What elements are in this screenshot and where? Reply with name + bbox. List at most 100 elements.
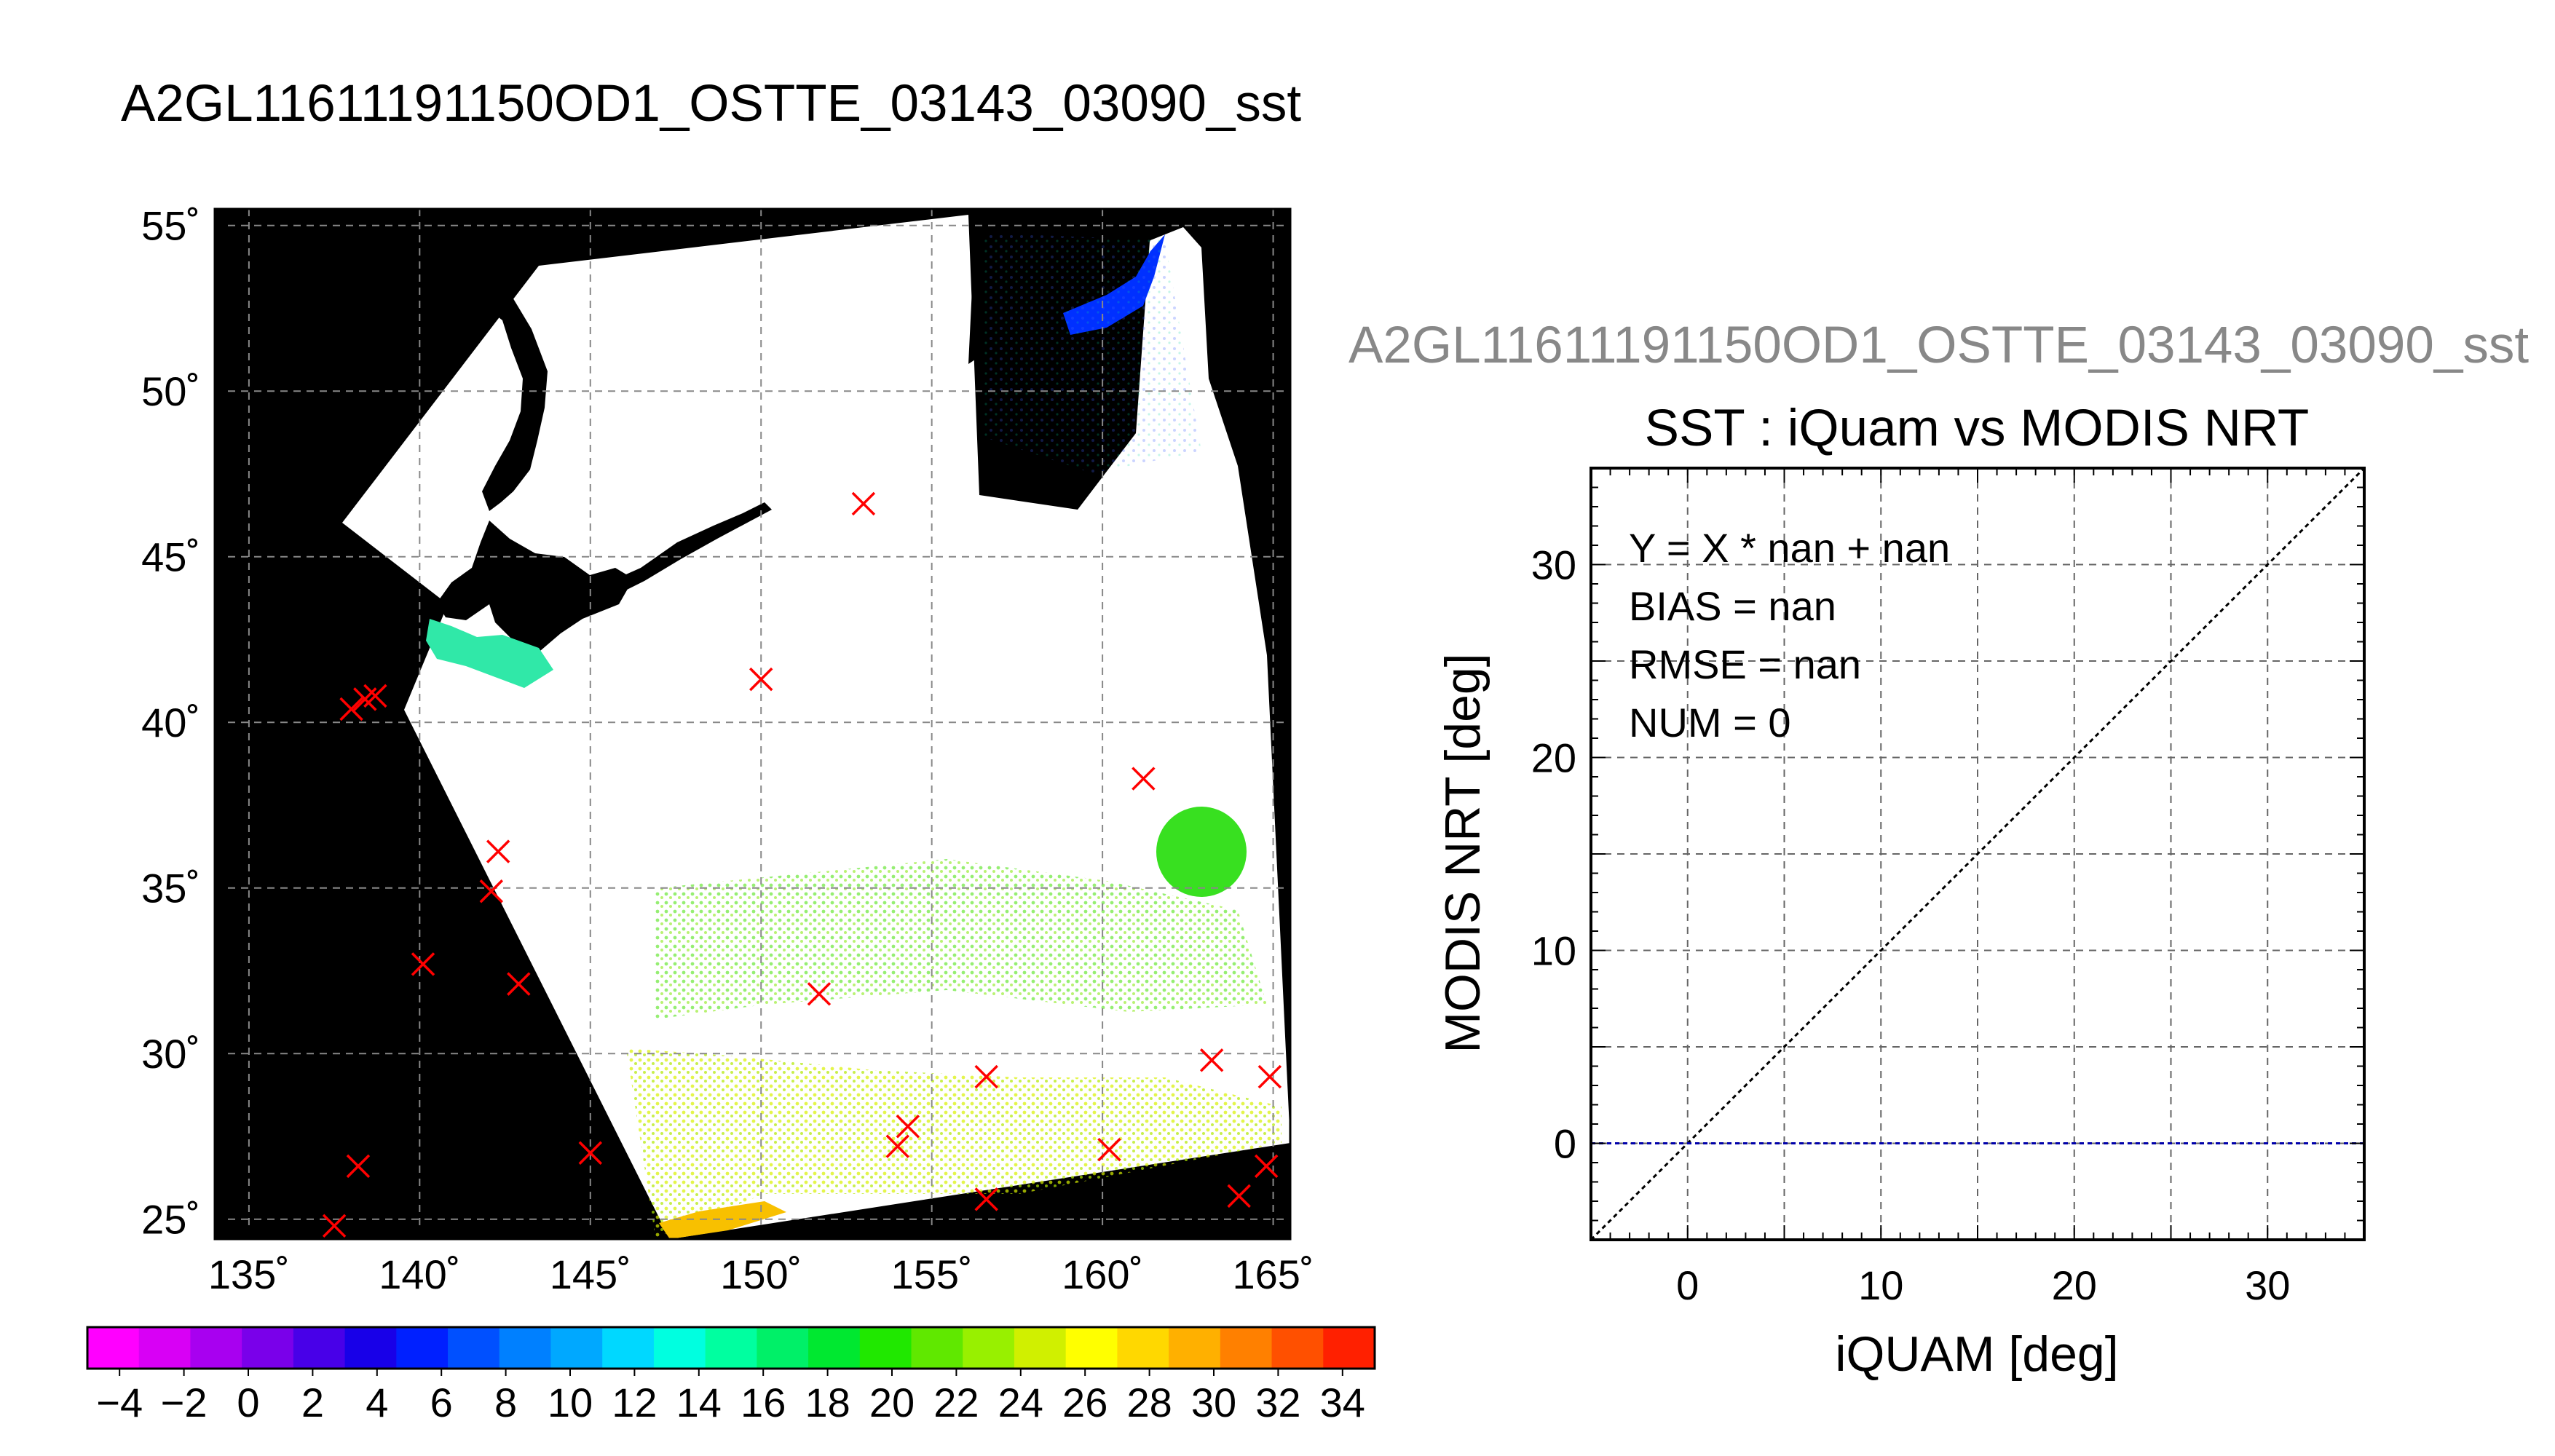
y-tick-label: 30: [1531, 542, 1576, 588]
map-lat-tick-label: 50˚: [141, 368, 200, 414]
iquam-marker: [363, 684, 387, 708]
colorbar-label: 14: [676, 1380, 722, 1425]
colorbar-segment: [705, 1327, 757, 1369]
map-lon-tick-label: 160˚: [1062, 1251, 1143, 1297]
iquam-marker: [851, 491, 876, 516]
map-lat-tick-label: 35˚: [141, 866, 200, 911]
map-panel: [215, 209, 1290, 1239]
colorbar-label: 34: [1320, 1380, 1365, 1425]
colorbar-label: 2: [301, 1380, 324, 1425]
iquam-marker: [507, 972, 531, 996]
map-lon-tick-label: 155˚: [891, 1251, 973, 1297]
sst-patch-tsugaru-teal: [426, 619, 553, 688]
colorbar-label: 20: [869, 1380, 915, 1425]
one-to-one-line: [1590, 467, 2366, 1241]
colorbar-label: 32: [1255, 1380, 1300, 1425]
x-tick-label: 10: [1858, 1262, 1903, 1308]
colorbar-segment: [448, 1327, 500, 1369]
colorbar-label: −4: [96, 1380, 143, 1425]
iquam-marker: [479, 879, 504, 903]
colorbar: −4 −2 0 2 4 6 8 10 12 14 16 18 20 22 24 26 28 30 32 34: [86, 1326, 1376, 1425]
x-tick-label: 0: [1676, 1262, 1699, 1308]
iquam-marker: [346, 1154, 371, 1179]
colorbar-label: −2: [161, 1380, 208, 1425]
colorbar-segment: [1323, 1327, 1375, 1369]
iquam-marker: [974, 1187, 998, 1211]
colorbar-segment: [190, 1327, 242, 1369]
colorbar-frame: [86, 1326, 1376, 1370]
iquam-marker: [578, 1141, 603, 1165]
iquam-marker: [896, 1115, 920, 1139]
y-axis-label: MODIS NRT [deg]: [1435, 653, 1490, 1053]
iquam-marker: [1199, 1048, 1224, 1072]
colorbar-label: 26: [1062, 1380, 1107, 1425]
y-tick-label: 20: [1531, 735, 1576, 781]
colorbar-segment: [242, 1327, 294, 1369]
x-tick-label: 20: [2052, 1262, 2097, 1308]
map-lon-tick-label: 140˚: [379, 1251, 460, 1297]
map-lat-tick-label: 55˚: [141, 203, 200, 249]
iquam-marker: [885, 1134, 910, 1158]
map-lat-tick-label: 25˚: [141, 1197, 200, 1243]
iquam-marker: [339, 697, 363, 721]
iquam-marker: [411, 952, 435, 976]
colorbar-segment: [293, 1327, 346, 1369]
iquam-marker: [1132, 767, 1156, 791]
sst-patch-south-yellow: [626, 1048, 1282, 1238]
colorbar-segment: [1117, 1327, 1169, 1369]
colorbar-label: 10: [548, 1380, 593, 1425]
y-tick-label: 0: [1554, 1121, 1576, 1167]
iquam-marker: [974, 1064, 998, 1089]
colorbar-segment: [344, 1327, 397, 1369]
stat-rmse: RMSE = nan: [1629, 641, 1861, 687]
plot-axes: 0 10 20 30 0 10 20 30: [1531, 467, 2365, 1308]
sst-patch-north-cloud: [983, 233, 1201, 473]
land-sakhalin: [472, 280, 548, 511]
map-lon-tick-label: 150˚: [720, 1251, 802, 1297]
sst-patch-east-green: [1156, 807, 1247, 897]
iquam-markers: [322, 491, 1282, 1238]
colorbar-label: 6: [430, 1380, 453, 1425]
colorbar-segment: [550, 1327, 603, 1369]
plot-supertitle: A2GL11611191150OD1_OSTTE_03143_03090_sst: [1348, 317, 2529, 374]
map-lat-tick-label: 40˚: [141, 700, 200, 745]
colorbar-label: 4: [366, 1380, 388, 1425]
x-tick-label: 30: [2245, 1262, 2290, 1308]
map-lon-tick-label: 135˚: [208, 1251, 290, 1297]
iquam-marker: [486, 839, 510, 863]
colorbar-segment: [963, 1327, 1015, 1369]
stat-num: NUM = 0: [1629, 700, 1791, 745]
colorbar-label: 24: [998, 1380, 1043, 1425]
colorbar-segment: [859, 1327, 912, 1369]
map-lon-tick-label: 165˚: [1233, 1251, 1314, 1297]
land-kurils: [608, 502, 772, 596]
y-tick-label: 10: [1531, 928, 1576, 974]
map-frame: [213, 207, 1292, 1241]
plot-area: [1590, 467, 2366, 1241]
colorbar-label: 22: [933, 1380, 979, 1425]
plot-title: SST : iQuam vs MODIS NRT: [1645, 400, 2310, 457]
iquam-marker: [749, 667, 773, 692]
sst-patch-south-green: [655, 859, 1267, 1019]
stat-fit-equation: Y = X * nan + nan: [1629, 525, 1950, 571]
colorbar-segment: [1065, 1327, 1118, 1369]
colorbar-label: 0: [237, 1380, 259, 1425]
map-title: A2GL11611191150OD1_OSTTE_03143_03090_sst: [121, 75, 1301, 132]
colorbar-segment: [1220, 1327, 1273, 1369]
iquam-marker: [322, 1214, 347, 1238]
colorbar-label: 16: [741, 1380, 786, 1425]
colorbar-label: 18: [805, 1380, 850, 1425]
iquam-marker: [807, 982, 832, 1006]
colorbar-segment: [911, 1327, 963, 1369]
colorbar-segment: [808, 1327, 861, 1369]
map-lon-tick-label: 145˚: [550, 1251, 631, 1297]
sst-patch-swath-tip-orange: [659, 1201, 786, 1239]
x-axis-label: iQUAM [deg]: [1835, 1326, 2118, 1382]
map-lat-tick-label: 45˚: [141, 534, 200, 580]
colorbar-label: 28: [1126, 1380, 1172, 1425]
colorbar-segment: [653, 1327, 706, 1369]
colorbar-segment: [499, 1327, 551, 1369]
colorbar-segment: [138, 1327, 191, 1369]
map-grid: [215, 209, 1290, 1239]
